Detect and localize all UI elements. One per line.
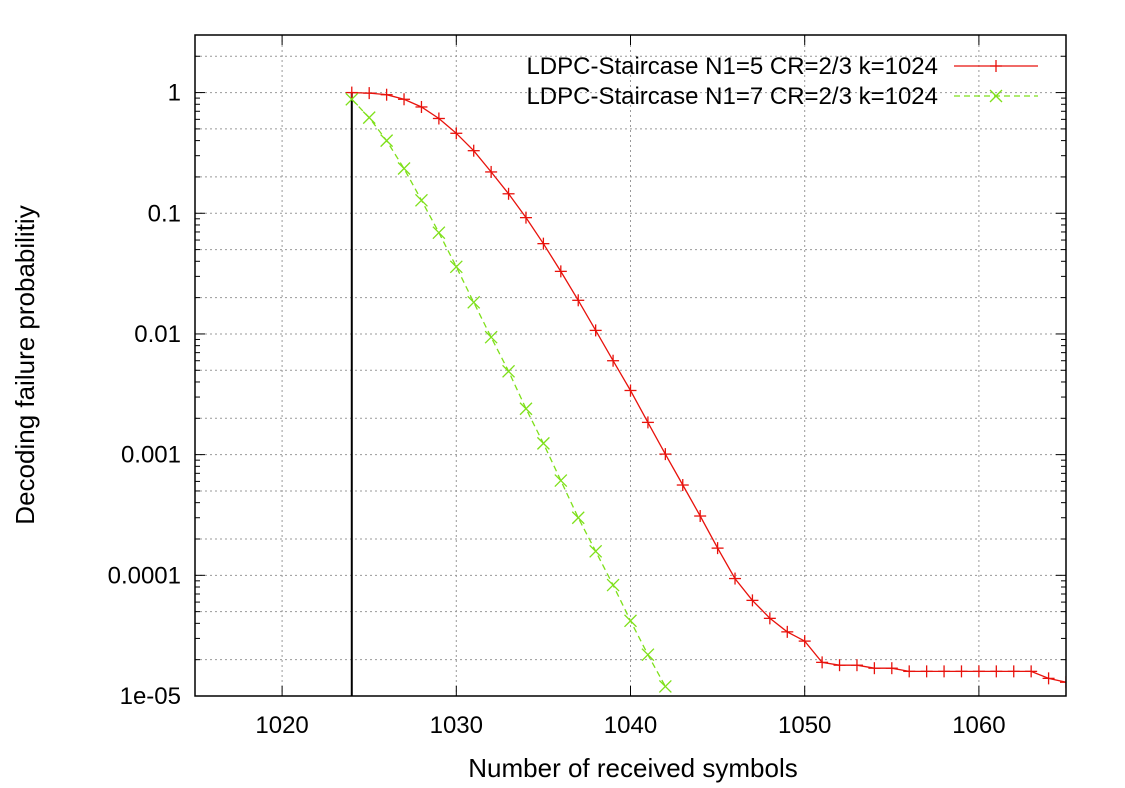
series-2-point [484, 330, 498, 344]
series-1-point [816, 656, 829, 669]
series-2-point [397, 162, 411, 175]
series-2-point [571, 511, 585, 525]
series-1-point [1025, 665, 1038, 678]
legend: LDPC-Staircase N1=5 CR=2/3 k=1024 LDPC-St… [526, 53, 1038, 110]
series-1-point [1060, 676, 1066, 689]
legend-label-2: LDPC-Staircase N1=7 CR=2/3 k=1024 [526, 83, 938, 110]
series-1-point [850, 659, 863, 672]
series-1-point [972, 665, 985, 678]
x-tick-label: 1020 [255, 712, 308, 739]
series-1-point [467, 144, 480, 157]
series-2-point [536, 436, 550, 450]
series-1-point [676, 479, 689, 492]
axis-ticks [195, 34, 1066, 697]
series-1-point [711, 542, 724, 555]
series-2-point [658, 679, 672, 693]
series-1-point [938, 665, 951, 678]
y-tick-labels: 1e-05 0.0001 0.001 0.01 0.1 1 [108, 80, 181, 710]
series-2-point [362, 111, 376, 125]
series-2-point [415, 193, 428, 207]
series-line-2 [351, 98, 666, 687]
series-1-point [694, 510, 707, 523]
series-1-point [729, 572, 742, 585]
series-1-point [572, 294, 585, 307]
y-tick-label: 1 [168, 80, 181, 107]
series-2-point [432, 226, 446, 240]
series-2-point [624, 614, 637, 628]
series-2-point [380, 134, 394, 148]
series-1-point [903, 665, 916, 678]
x-axis-title: Number of received symbols [468, 753, 797, 783]
series-1-point [554, 265, 567, 278]
series-1-point [519, 211, 532, 224]
y-tick-label: 1e-05 [120, 683, 181, 710]
series-1-point [868, 662, 881, 675]
y-axis-title: Decoding failure probabilitiy [10, 205, 40, 524]
series-1-point [990, 665, 1003, 678]
series-2-point [589, 544, 603, 558]
series-1-point [380, 88, 393, 101]
y-tick-label: 0.1 [148, 200, 181, 227]
series-1-point [432, 112, 445, 125]
series-1-point [641, 416, 654, 429]
series-1-point [537, 237, 550, 250]
legend-label-1: LDPC-Staircase N1=5 CR=2/3 k=1024 [526, 53, 938, 80]
y-tick-label: 0.0001 [108, 562, 181, 589]
series-layer [345, 86, 1066, 693]
series-1-point [502, 187, 515, 200]
series-1-point [607, 354, 620, 367]
series-2-point [502, 364, 516, 378]
series-1-point [955, 665, 968, 678]
series-1-point [833, 659, 846, 672]
series-2-point [554, 474, 568, 487]
series-1-point [398, 93, 411, 106]
series-1-point [589, 324, 602, 337]
series-1-point [920, 665, 933, 678]
series-2-point [641, 648, 655, 662]
series-2-point [449, 260, 463, 274]
y-tick-label: 0.001 [121, 442, 181, 469]
series-2-point [345, 92, 359, 106]
series-1-point [450, 127, 463, 140]
series-1-point [363, 87, 376, 100]
series-1-point [659, 448, 672, 461]
x-tick-label: 1050 [778, 712, 831, 739]
series-2-point [467, 295, 481, 309]
series-1-point [746, 594, 759, 607]
series-1-point [798, 635, 811, 648]
series-1-point [781, 625, 794, 638]
series-1-point [485, 165, 498, 178]
series-2-point [606, 578, 620, 592]
x-tick-labels: 1020 1030 1040 1050 1060 [255, 712, 1005, 739]
series-1-point [415, 100, 428, 113]
legend-marker-2 [989, 89, 1003, 103]
series-1-point [763, 612, 776, 625]
series-1-point [1042, 672, 1055, 685]
x-tick-label: 1040 [604, 712, 657, 739]
series-1-point [1007, 665, 1020, 678]
x-tick-label: 1060 [952, 712, 1005, 739]
plot-frame [194, 34, 1067, 697]
grid-lines [195, 35, 1066, 697]
series-line-1 [351, 91, 1066, 683]
series-1-point [885, 662, 898, 675]
y-tick-label: 0.01 [134, 321, 181, 348]
series-2-point [519, 402, 533, 416]
legend-marker-1 [990, 60, 1002, 72]
x-tick-label: 1030 [430, 712, 483, 739]
series-1-point [345, 86, 358, 99]
series-1-point [624, 384, 637, 397]
